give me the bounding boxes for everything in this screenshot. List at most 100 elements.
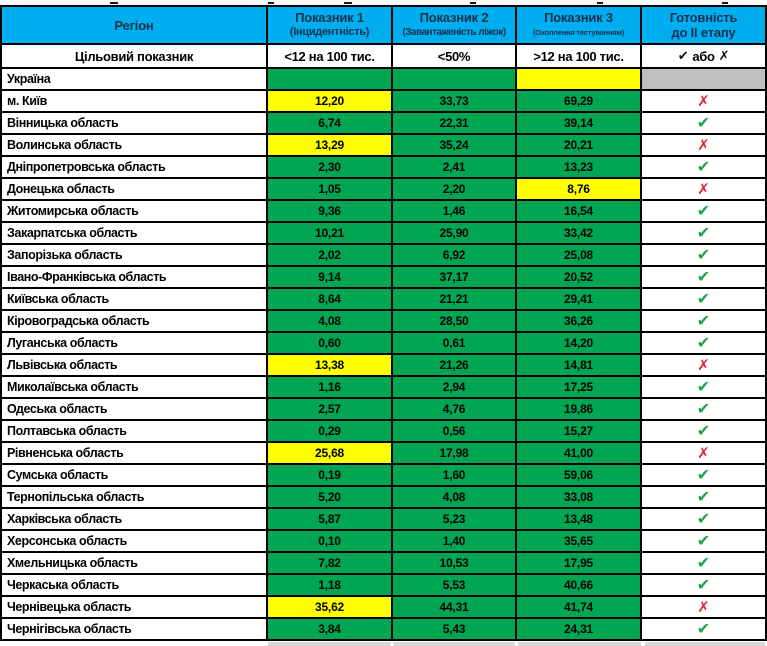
x-icon: ✗	[697, 91, 710, 110]
indicator1-cell: 0,29	[268, 421, 391, 441]
region-cell: Львівська область	[2, 355, 266, 375]
region-cell: Харківська область	[2, 509, 266, 529]
indicator2-cell: 28,50	[393, 311, 515, 331]
indicator2-cell: 10,53	[393, 553, 515, 573]
region-cell: Миколаївська область	[2, 377, 266, 397]
indicator3-cell: 14,20	[517, 333, 640, 353]
indicator2-cell: 0,56	[393, 421, 515, 441]
indicator1-cell: 8,64	[268, 289, 391, 309]
readiness-status-cell: ✔	[642, 465, 765, 485]
indicator3-cell: 24,31	[517, 619, 640, 639]
check-icon: ✔	[696, 487, 711, 506]
indicator1-cell: 10,21	[268, 223, 391, 243]
indicator2-cell: 1,60	[393, 465, 515, 485]
region-cell: Херсонська область	[2, 531, 266, 551]
x-icon: ✗	[718, 48, 730, 64]
indicator1-cell: 1,05	[268, 179, 391, 199]
indicator3-cell: 29,41	[517, 289, 640, 309]
indicator2-cell: 4,76	[393, 399, 515, 419]
readiness-table: Регіон Показник 1 (Інцидентність) Показн…	[0, 5, 767, 641]
x-icon: ✗	[697, 443, 710, 462]
readiness-status-cell	[642, 69, 765, 89]
check-icon: ✔	[696, 509, 711, 528]
check-icon: ✔	[696, 311, 711, 330]
indicator1-cell: 0,60	[268, 333, 391, 353]
indicator3-cell	[517, 69, 640, 89]
check-icon: ✔	[696, 333, 711, 352]
header-indicator-2: Показник 2 (Завантаженість ліжок)	[393, 7, 515, 43]
indicator2-cell: 17,98	[393, 443, 515, 463]
indicator1-cell: 1,16	[268, 377, 391, 397]
indicator1-cell: 4,08	[268, 311, 391, 331]
indicator1-cell: 35,62	[268, 597, 391, 617]
readiness-status-cell: ✔	[642, 509, 765, 529]
indicator3-cell: 13,23	[517, 157, 640, 177]
cropped-row-below	[0, 641, 767, 646]
region-cell: м. Київ	[2, 91, 266, 111]
region-cell: Хмельницька область	[2, 553, 266, 573]
indicator1-cell: 7,82	[268, 553, 391, 573]
readiness-status-cell: ✔	[642, 157, 765, 177]
check-icon: ✔	[696, 201, 711, 220]
indicator3-cell: 40,66	[517, 575, 640, 595]
region-cell: Житомирська область	[2, 201, 266, 221]
indicator3-cell: 41,00	[517, 443, 640, 463]
readiness-status-cell: ✔	[642, 487, 765, 507]
indicator2-cell: 5,53	[393, 575, 515, 595]
region-cell: Волинська область	[2, 135, 266, 155]
indicator2-cell: 5,23	[393, 509, 515, 529]
header-readiness: Готовність до II етапу	[642, 7, 765, 43]
indicator1-cell: 12,20	[268, 91, 391, 111]
check-icon: ✔	[696, 267, 711, 286]
indicator3-cell: 25,08	[517, 245, 640, 265]
indicator2-cell: 1,40	[393, 531, 515, 551]
region-cell: Київська область	[2, 289, 266, 309]
check-icon: ✔	[696, 531, 711, 550]
indicator1-cell: 1,18	[268, 575, 391, 595]
region-cell: Сумська область	[2, 465, 266, 485]
check-icon: ✔	[696, 289, 711, 308]
check-icon: ✔	[696, 421, 711, 440]
target-row-label: Цільовий показник	[2, 45, 266, 67]
readiness-status-cell: ✔	[642, 223, 765, 243]
indicator1-cell: 9,36	[268, 201, 391, 221]
region-cell: Закарпатська область	[2, 223, 266, 243]
region-cell: Луганська область	[2, 333, 266, 353]
indicator2-cell: 0,61	[393, 333, 515, 353]
indicator1-cell	[268, 69, 391, 89]
region-cell: Україна	[2, 69, 266, 89]
region-cell: Тернопільська область	[2, 487, 266, 507]
indicator3-cell: 20,52	[517, 267, 640, 287]
region-cell: Кіровоградська область	[2, 311, 266, 331]
readiness-status-cell: ✔	[642, 531, 765, 551]
indicator3-cell: 39,14	[517, 113, 640, 133]
indicator3-cell: 41,74	[517, 597, 640, 617]
region-cell: Полтавська область	[2, 421, 266, 441]
readiness-status-cell: ✔	[642, 575, 765, 595]
x-icon: ✗	[697, 355, 710, 374]
indicator3-cell: 33,08	[517, 487, 640, 507]
header-region: Регіон	[2, 7, 266, 43]
region-cell: Рівненська область	[2, 443, 266, 463]
indicator3-cell: 17,95	[517, 553, 640, 573]
readiness-status-cell: ✔	[642, 267, 765, 287]
indicator3-cell: 33,42	[517, 223, 640, 243]
indicator2-cell: 21,21	[393, 289, 515, 309]
check-icon: ✔	[696, 157, 711, 176]
indicator3-cell: 15,27	[517, 421, 640, 441]
indicator1-cell: 5,20	[268, 487, 391, 507]
indicator2-cell	[393, 69, 515, 89]
readiness-status-cell: ✔	[642, 311, 765, 331]
indicator1-cell: 2,57	[268, 399, 391, 419]
indicator2-cell: 35,24	[393, 135, 515, 155]
cropped-row-above	[0, 0, 767, 5]
indicator2-cell: 44,31	[393, 597, 515, 617]
x-icon: ✗	[697, 135, 710, 154]
readiness-status-cell: ✔	[642, 201, 765, 221]
indicator1-cell: 6,74	[268, 113, 391, 133]
indicator3-cell: 8,76	[517, 179, 640, 199]
indicator3-cell: 35,65	[517, 531, 640, 551]
indicator1-cell: 3,84	[268, 619, 391, 639]
indicator1-cell: 25,68	[268, 443, 391, 463]
indicator3-cell: 13,48	[517, 509, 640, 529]
